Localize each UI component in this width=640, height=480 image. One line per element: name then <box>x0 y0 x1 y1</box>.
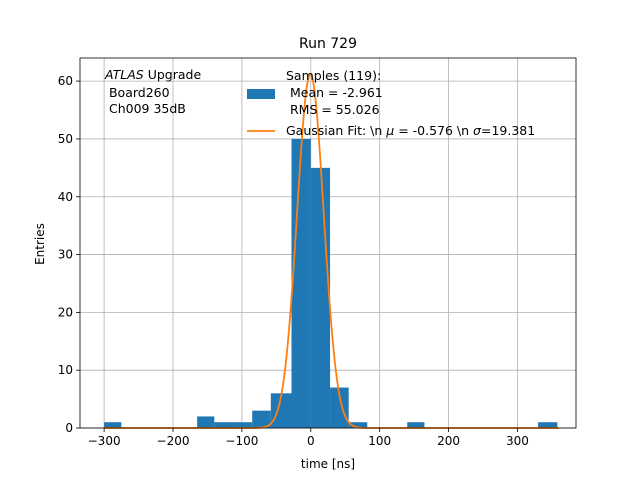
histogram-bar <box>104 422 122 428</box>
y-axis-label: Entries <box>33 223 47 265</box>
legend-fit-mid: = -0.576 \n <box>394 123 473 138</box>
x-tick-label: −300 <box>88 434 121 448</box>
histogram-bar <box>407 422 425 428</box>
annotation-atlas: ATLAS <box>104 67 144 82</box>
chart-title: Run 729 <box>299 36 357 52</box>
x-tick-label: −100 <box>225 434 258 448</box>
histogram-bar <box>252 410 271 428</box>
histogram-bar <box>238 422 253 428</box>
y-tick-label: 10 <box>58 363 73 377</box>
legend-histogram-line-2: Mean = -2.961 <box>286 85 383 100</box>
x-axis-label: time [ns] <box>301 457 355 471</box>
x-tick-label: 300 <box>506 434 529 448</box>
legend-fit-sigma: σ <box>473 123 482 138</box>
legend-histogram-line-1: Samples (119): <box>286 68 381 83</box>
y-tick-label: 40 <box>58 190 73 204</box>
y-tick-label: 30 <box>58 248 73 262</box>
y-tick-label: 0 <box>65 421 73 435</box>
legend-fit-post: =19.381 <box>481 123 535 138</box>
legend: Samples (119): Mean = -2.961 RMS = 55.02… <box>247 68 535 138</box>
histogram-bar <box>310 167 331 428</box>
x-tick-label: 0 <box>307 434 315 448</box>
histogram-bar <box>291 138 311 428</box>
legend-histogram-line-3: RMS = 55.026 <box>286 102 380 117</box>
histogram-bar <box>348 422 368 428</box>
y-axis-ticks: 0 10 20 30 40 50 60 <box>58 74 80 435</box>
legend-histogram-swatch <box>247 89 275 99</box>
legend-fit-mu: μ <box>385 123 394 138</box>
y-tick-label: 20 <box>58 305 73 319</box>
annotation-line-2: Board260 <box>105 85 170 100</box>
y-tick-label: 60 <box>58 74 73 88</box>
histogram-bar <box>197 416 215 428</box>
histogram-bar <box>538 422 558 428</box>
legend-fit-label: Gaussian Fit: \n μ = -0.576 \n σ=19.381 <box>286 123 535 138</box>
x-tick-label: 100 <box>368 434 391 448</box>
plot-frame <box>79 57 577 429</box>
x-tick-label: 200 <box>437 434 460 448</box>
x-axis-ticks: −300 −200 −100 0 100 200 300 <box>88 428 529 448</box>
x-tick-label: −200 <box>157 434 190 448</box>
annotation-line-3: Ch009 35dB <box>105 101 186 116</box>
histogram-bar <box>270 393 292 428</box>
histogram-bar <box>214 422 239 428</box>
annotation-upgrade: Upgrade <box>144 67 202 82</box>
legend-fit-pre: Gaussian Fit: \n <box>286 123 386 138</box>
histogram-bar <box>330 387 349 428</box>
y-tick-label: 50 <box>58 132 73 146</box>
annotation: ATLAS Upgrade Board260 Ch009 35dB <box>104 67 201 116</box>
annotation-line-1: ATLAS Upgrade <box>104 67 201 82</box>
